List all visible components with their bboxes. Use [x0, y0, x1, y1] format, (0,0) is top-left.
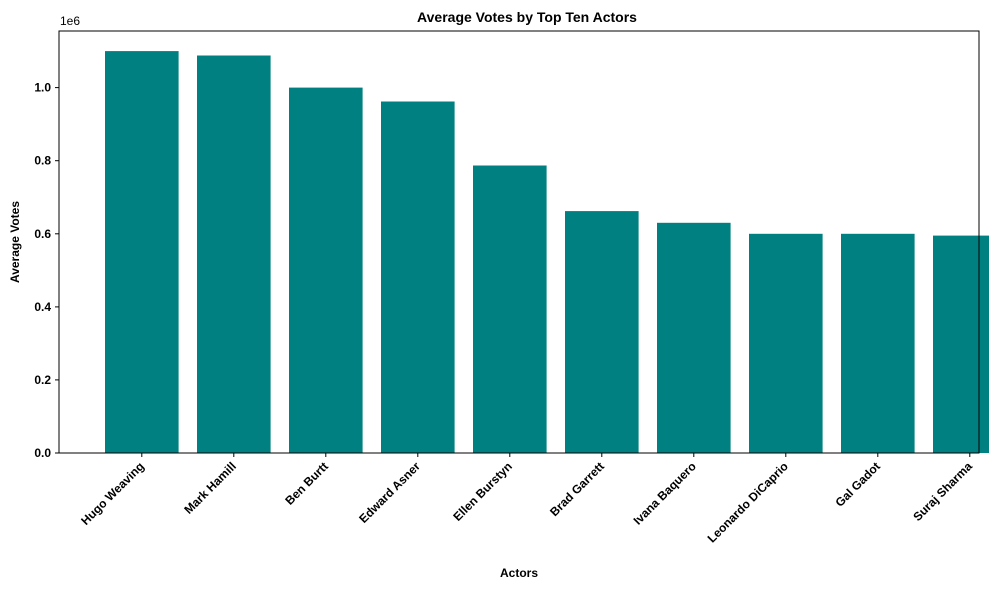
- y-axis-offset-label: 1e6: [60, 14, 80, 28]
- bar-7: [749, 233, 823, 453]
- bar-9: [933, 235, 989, 453]
- bar-6: [657, 222, 731, 453]
- bar-0: [105, 51, 179, 453]
- x-tick-label: Mark Hamill: [181, 459, 239, 517]
- bars-group: [105, 51, 989, 453]
- y-tick-label: 0.0: [34, 446, 51, 460]
- bar-3: [381, 101, 455, 453]
- plot-area-frame: [58, 30, 980, 454]
- x-tick-label: Leonardo DiCaprio: [705, 459, 791, 545]
- bar-5: [565, 211, 639, 453]
- bar-8: [841, 233, 915, 453]
- y-axis-label: Average Votes: [8, 201, 22, 283]
- chart-title: Average Votes by Top Ten Actors: [417, 9, 637, 25]
- y-axis-ticks: 0.0 0.2 0.4 0.6 0.8 1.0: [34, 81, 59, 460]
- bar-2: [289, 87, 363, 453]
- bar-1: [197, 55, 271, 453]
- x-axis-label: Actors: [500, 566, 538, 580]
- x-tick-label: Gal Gadot: [832, 459, 882, 509]
- y-tick-label: 0.8: [34, 154, 51, 168]
- x-tick-label: Hugo Weaving: [78, 459, 147, 528]
- x-tick-label: Brad Garrett: [547, 459, 607, 519]
- x-tick-label: Ivana Baquero: [631, 459, 699, 527]
- x-tick-label: Ellen Burstyn: [450, 459, 515, 524]
- bar-4: [473, 165, 547, 453]
- y-tick-label: 1.0: [34, 81, 51, 95]
- x-tick-label: Ben Burtt: [282, 459, 331, 508]
- y-tick-label: 0.4: [34, 300, 51, 314]
- y-tick-label: 0.2: [34, 373, 51, 387]
- x-tick-label: Edward Asner: [356, 459, 423, 526]
- x-tick-label: Suraj Sharma: [910, 459, 975, 524]
- y-tick-label: 0.6: [34, 227, 51, 241]
- x-axis-ticks: Hugo Weaving Mark Hamill Ben Burtt Edward A…: [78, 453, 975, 545]
